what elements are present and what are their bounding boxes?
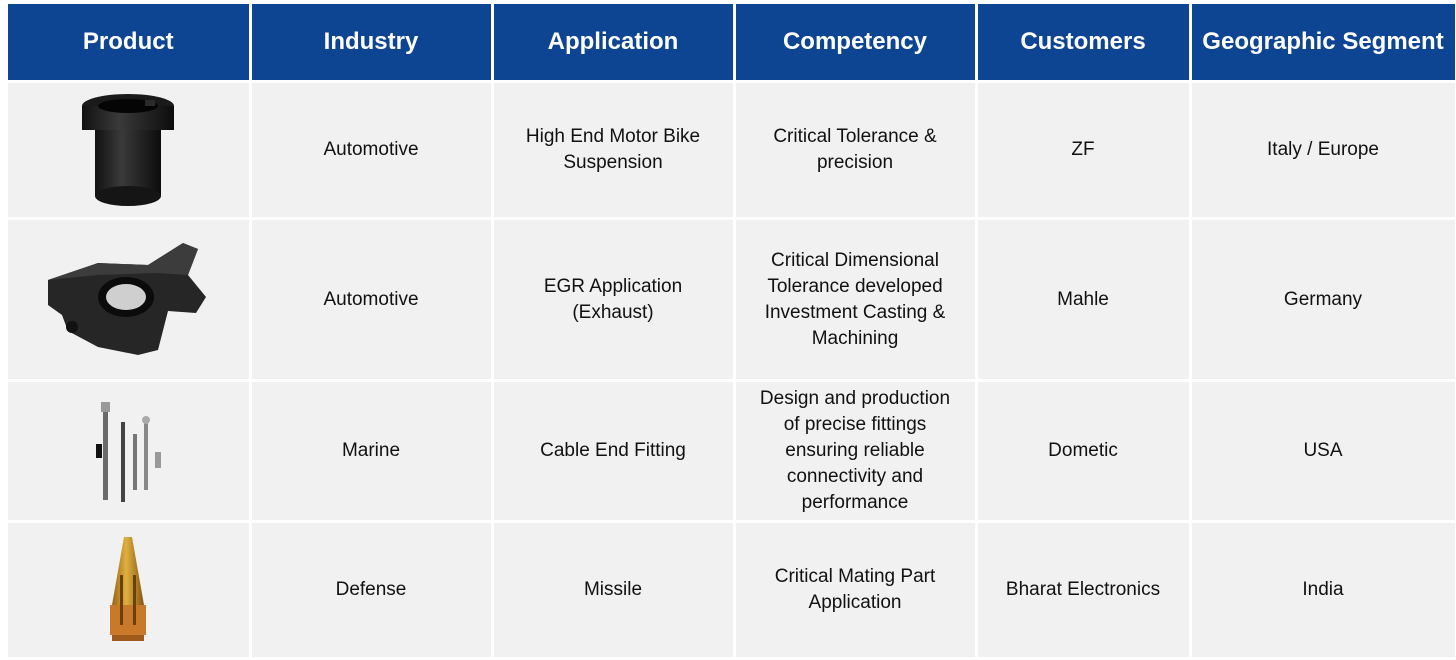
header-geographic-segment: Geographic Segment [1190,4,1456,83]
header-application: Application [492,4,736,83]
table-row: Automotive EGR Application (Exhaust) Cri… [8,218,1456,382]
industry-cell: Automotive [250,218,494,382]
header-industry: Industry [250,4,494,83]
table-row: Marine Cable End Fitting Design and prod… [8,380,1456,523]
product-image-cell [8,380,252,523]
application-cell: Cable End Fitting [492,380,736,523]
header-product: Product [8,4,252,83]
product-table: Product Industry Application Competency … [8,4,1456,660]
industry-cell: Defense [250,521,494,660]
header-competency: Competency [734,4,978,83]
egr-casting-image [48,242,207,355]
application-cell: Missile [492,521,736,660]
header-customers: Customers [976,4,1192,83]
customer-cell: Bharat Electronics [976,521,1192,660]
geography-cell: Germany [1190,218,1456,382]
geography-cell: USA [1190,380,1456,523]
table-row: Automotive High End Motor Bike Suspensio… [8,81,1456,220]
competency-cell: Critical Tolerance & precision [734,81,978,220]
industry-cell: Automotive [250,81,494,220]
customer-cell: ZF [976,81,1192,220]
suspension-bushing-image [82,94,175,206]
missile-part-image [110,537,147,641]
customer-cell: Mahle [976,218,1192,382]
application-cell: High End Motor Bike Suspension [492,81,736,220]
header-row: Product Industry Application Competency … [8,4,1456,83]
competency-cell: Critical Mating Part Application [734,521,978,660]
table-row: Defense Missile Critical Mating Part App… [8,521,1456,660]
product-image-cell [8,218,252,382]
application-cell: EGR Application (Exhaust) [492,218,736,382]
geography-cell: India [1190,521,1456,660]
product-image-cell [8,81,252,220]
product-image-cell [8,521,252,660]
cable-end-fitting-image [96,402,162,502]
customer-cell: Dometic [976,380,1192,523]
competency-cell: Design and production of precise fitting… [734,380,978,523]
competency-cell: Critical Dimensional Tolerance developed… [734,218,978,382]
geography-cell: Italy / Europe [1190,81,1456,220]
industry-cell: Marine [250,380,494,523]
